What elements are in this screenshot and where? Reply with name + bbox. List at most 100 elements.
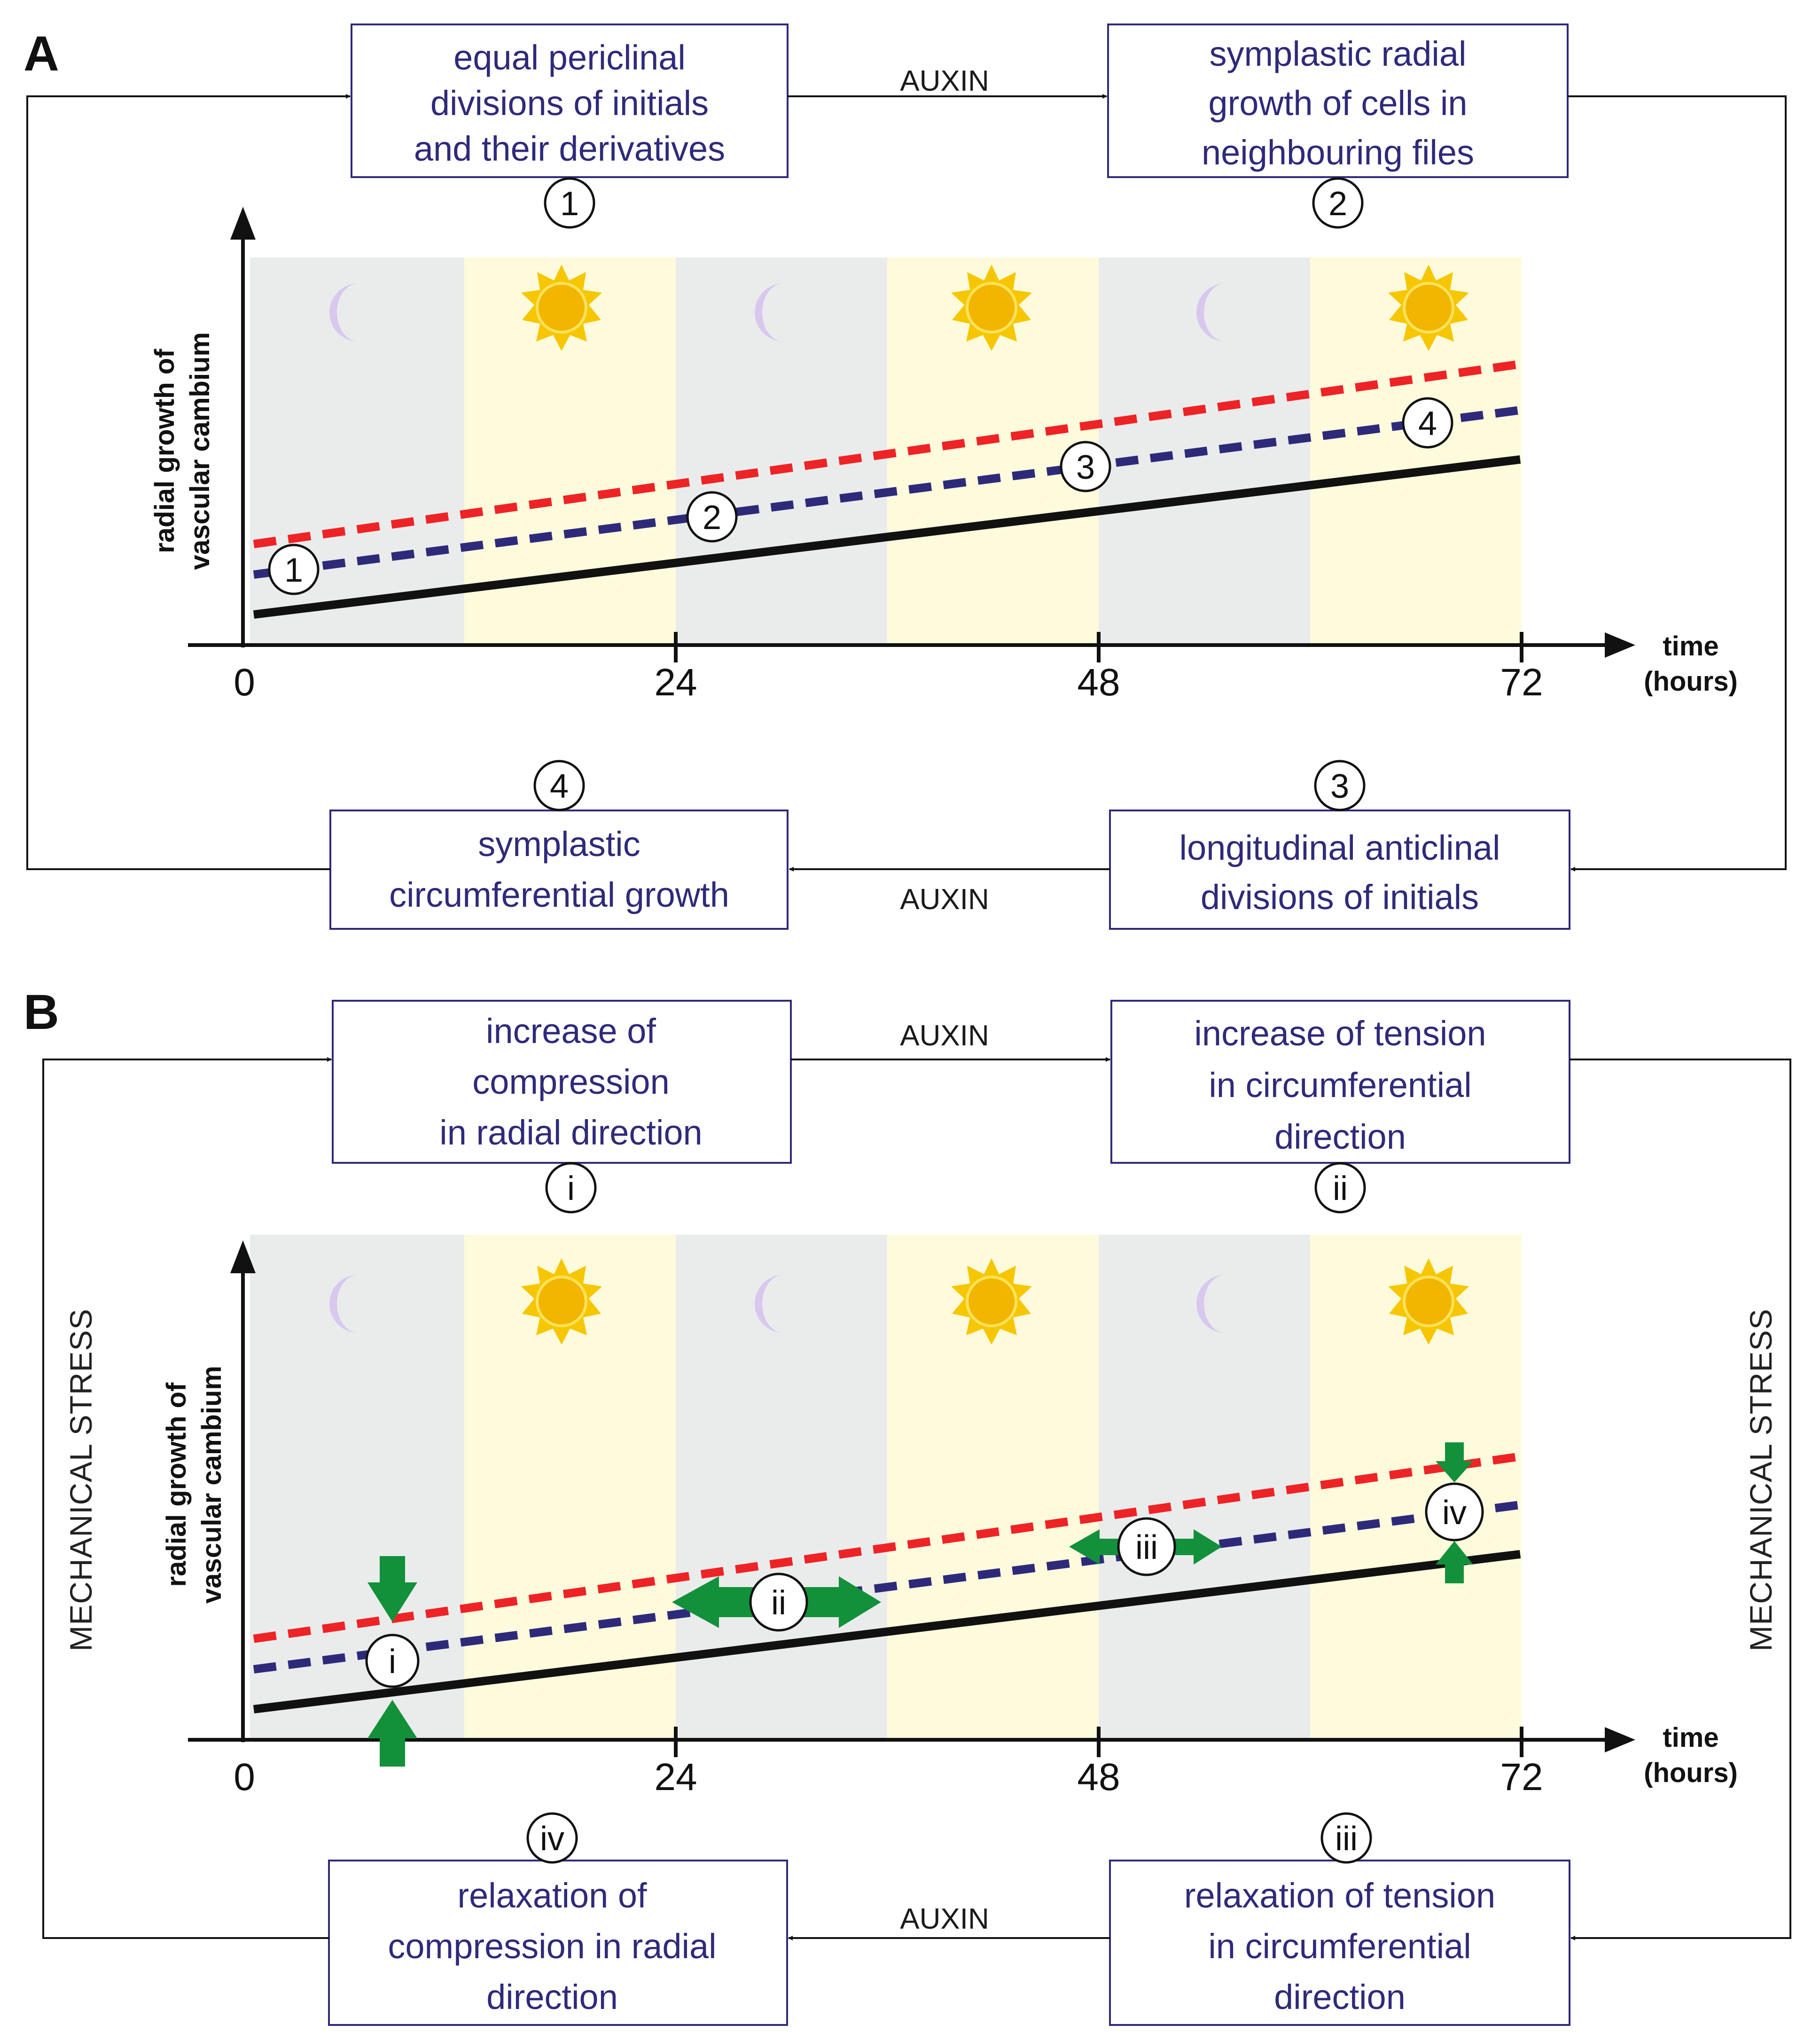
black-line (253, 455, 1521, 619)
sun-icon (521, 1258, 602, 1345)
panel-a-box-3: longitudinal anticlinal divisions of ini… (1109, 810, 1570, 930)
x-tick-label: 24 (654, 661, 697, 704)
box-line: divisions of initials (430, 84, 709, 123)
panel-a-box-2: symplastic radial growth of cells in nei… (1107, 23, 1569, 178)
panel-b-box-4: relaxation of compression in radial dire… (328, 1860, 788, 2026)
svg-text:ii: ii (771, 1584, 786, 1622)
chart-marker-4: 4 (1402, 397, 1453, 449)
period-bands (250, 1235, 1522, 1739)
box-line: relaxation of (457, 1876, 647, 1915)
auxin-label: AUXIN (900, 1020, 989, 1052)
panel-b-box-2: increase of tension in circumferential d… (1110, 1000, 1570, 1164)
blue-dashed-line (253, 406, 1521, 579)
x-axis-label: time (1663, 631, 1718, 662)
black-line (253, 1550, 1521, 1713)
svg-text:4: 4 (1418, 405, 1437, 443)
mechanical-stress-label-left: MECHANICAL STRESS (63, 1308, 98, 1651)
panel-a-step-4-marker: 4 (533, 760, 585, 811)
box-line: growth of cells in (1208, 84, 1467, 123)
panel-b-chart: 0 24 48 72 time (hours) radial growth of… (161, 1235, 1738, 1799)
y-axis-arrowhead (230, 207, 256, 240)
step-number: 1 (560, 185, 579, 223)
x-tick-label: 48 (1077, 661, 1120, 704)
moon-icon (329, 283, 359, 342)
auxin-label: AUXIN (900, 65, 989, 97)
y-axis-arrowhead (230, 1240, 256, 1273)
chart-marker-iii: iii (1117, 1517, 1176, 1576)
box-line: direction (1274, 1117, 1406, 1156)
svg-text:iv: iv (1442, 1494, 1467, 1532)
box-line: compression in radial (388, 1927, 716, 1966)
moon-icon (755, 1275, 784, 1333)
step-number: 3 (1330, 768, 1349, 805)
panel-a-connectors (26, 94, 1787, 872)
box-line: increase of tension (1194, 1014, 1486, 1053)
box-line: direction (1274, 1978, 1406, 2017)
moon-icon (755, 283, 784, 342)
x-axis-arrowhead (1605, 1727, 1635, 1752)
box-line: relaxation of tension (1184, 1876, 1495, 1915)
step-number: ii (1333, 1170, 1348, 1207)
box-line: increase of (486, 1012, 656, 1051)
auxin-label: AUXIN (900, 1903, 989, 1935)
step-number: i (567, 1170, 575, 1207)
panel-b-label: B (23, 985, 59, 1040)
tension-arrows-ii (672, 1576, 881, 1628)
x-axis-label: time (1663, 1722, 1718, 1753)
sun-icon (521, 265, 602, 351)
svg-text:i: i (389, 1643, 396, 1681)
box-line: and their derivatives (414, 129, 725, 168)
x-tick-label: 0 (234, 661, 255, 704)
tension-arrows-iii (1069, 1529, 1222, 1565)
box-line: in circumferential (1209, 1066, 1471, 1105)
compression-arrows-i (367, 1556, 417, 1767)
compression-arrows-iv (1436, 1442, 1473, 1583)
moon-icon (329, 1275, 359, 1333)
box-line: in circumferential (1208, 1927, 1471, 1966)
panel-a-chart: 0 24 48 72 time (hours) radial growth of… (149, 207, 1738, 704)
sun-icon (951, 1258, 1032, 1345)
box-line: divisions of initials (1201, 878, 1479, 917)
panel-b-step-iv-marker: iv (526, 1812, 578, 1864)
panel-a-step-3-marker: 3 (1314, 760, 1366, 811)
panel-b-connectors (42, 1057, 1791, 1940)
panel-a-label: A (23, 26, 59, 81)
svg-text:iii: iii (1135, 1529, 1158, 1566)
panel-b: B increase of compression in radial dire… (23, 985, 1791, 2026)
box-line: equal periclinal (453, 38, 686, 77)
box-line: symplastic (478, 825, 640, 864)
x-axis-arrowhead (1605, 632, 1635, 658)
y-axis-label: vascular cambium (185, 332, 215, 570)
x-tick-label: 48 (1077, 1756, 1120, 1799)
y-axis-label: radial growth of (161, 1382, 192, 1587)
panel-b-step-i-marker: i (545, 1162, 597, 1214)
chart-marker-2: 2 (686, 491, 738, 543)
x-tick-label: 72 (1500, 1756, 1543, 1799)
box-line: neighbouring files (1202, 133, 1474, 172)
panel-b-step-ii-marker: ii (1314, 1162, 1366, 1214)
sun-icon (951, 265, 1032, 351)
panel-a-step-1-marker: 1 (544, 177, 595, 229)
moon-icon (1196, 1275, 1226, 1333)
svg-text:1: 1 (284, 552, 303, 589)
box-line: direction (486, 1978, 618, 2017)
step-number: iv (540, 1820, 564, 1858)
panel-a-step-2-marker: 2 (1312, 177, 1364, 229)
red-dashed-line (253, 1452, 1521, 1643)
y-axis-label: vascular cambium (196, 1366, 227, 1604)
panel-b-box-1: increase of compression in radial direct… (332, 1000, 792, 1164)
chart-marker-1: 1 (268, 544, 320, 595)
x-tick-label: 0 (234, 1756, 255, 1799)
x-axis-label: (hours) (1644, 1758, 1738, 1788)
step-number: 2 (1328, 185, 1347, 223)
sun-icon (1388, 1258, 1469, 1345)
box-line: circumferential growth (389, 875, 729, 914)
blue-dashed-line (253, 1501, 1521, 1674)
box-line: longitudinal anticlinal (1179, 828, 1500, 867)
panel-b-box-3: relaxation of tension in circumferential… (1109, 1860, 1570, 2026)
auxin-label: AUXIN (900, 883, 989, 916)
panel-a-box-1: equal periclinal divisions of initials a… (351, 23, 789, 178)
sun-icon (1388, 265, 1469, 351)
mechanical-stress-label-right: MECHANICAL STRESS (1743, 1308, 1778, 1651)
svg-text:2: 2 (703, 499, 721, 537)
